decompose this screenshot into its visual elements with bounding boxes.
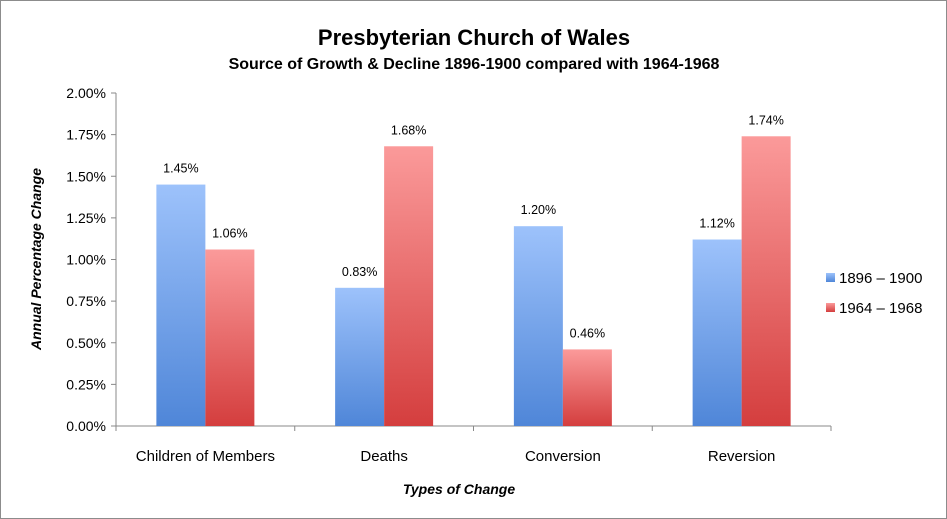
legend-swatch-1 <box>826 303 835 312</box>
data-label: 1.20% <box>521 203 556 217</box>
x-tick-label: Reversion <box>708 448 776 465</box>
legend-label-1: 1964 – 1968 <box>839 300 922 317</box>
data-label: 0.46% <box>570 326 605 340</box>
legend-swatch-0 <box>826 273 835 282</box>
y-tick-label: 0.50% <box>66 335 106 351</box>
bar-1-3 <box>741 136 791 427</box>
y-tick-label: 0.00% <box>66 418 106 434</box>
data-label: 1.45% <box>163 162 198 176</box>
y-axis-label: Annual Percentage Change <box>28 168 44 351</box>
y-tick-label: 0.75% <box>66 293 106 309</box>
data-label: 0.83% <box>342 265 377 279</box>
bar-0-2 <box>513 226 563 426</box>
bar-1-1 <box>384 146 434 426</box>
x-tick-label: Deaths <box>360 448 408 465</box>
y-tick-label: 0.25% <box>66 376 106 392</box>
y-tick-label: 1.25% <box>66 210 106 226</box>
bar-1-2 <box>562 349 612 426</box>
y-tick-label: 2.00% <box>66 85 106 101</box>
bar-0-3 <box>692 239 742 426</box>
data-label: 1.06% <box>212 227 247 241</box>
bar-0-1 <box>335 287 385 426</box>
y-tick-label: 1.50% <box>66 168 106 184</box>
legend-label-0: 1896 – 1900 <box>839 270 922 287</box>
bar-1-0 <box>205 249 255 426</box>
y-tick-label: 1.75% <box>66 127 106 143</box>
chart-subtitle: Source of Growth & Decline 1896-1900 com… <box>229 56 720 73</box>
x-tick-label: Children of Members <box>136 448 275 465</box>
x-axis-label: Types of Change <box>403 481 515 497</box>
y-tick-label: 1.00% <box>66 252 106 268</box>
bar-0-0 <box>156 184 206 426</box>
data-label: 1.12% <box>699 217 734 231</box>
data-label: 1.68% <box>391 123 426 137</box>
data-label: 1.74% <box>748 113 783 127</box>
x-tick-label: Conversion <box>525 448 601 465</box>
chart-title: Presbyterian Church of Wales <box>318 25 630 50</box>
